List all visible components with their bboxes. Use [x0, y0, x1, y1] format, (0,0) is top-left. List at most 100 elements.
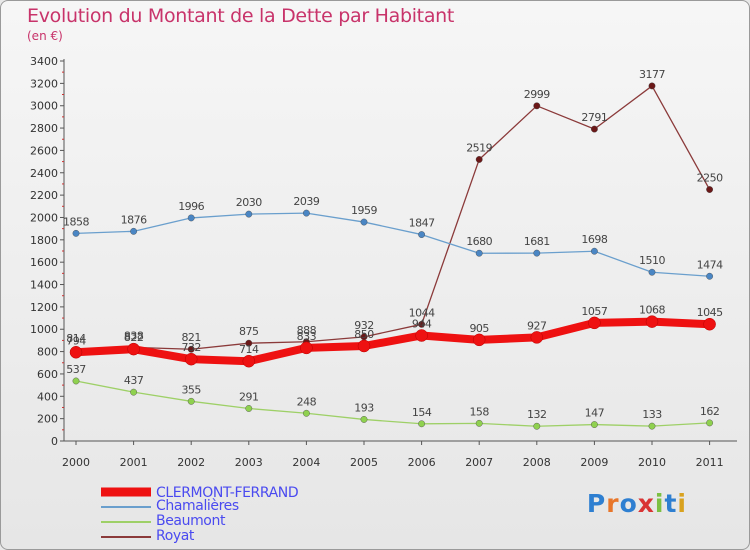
data-label: 537 — [66, 363, 86, 376]
data-point — [360, 416, 368, 423]
data-point — [533, 249, 541, 257]
data-label: 905 — [469, 322, 489, 335]
y-tick-label: 3000 — [30, 100, 58, 113]
data-label: 3177 — [639, 68, 665, 81]
data-point — [187, 397, 195, 405]
data-label: 875 — [239, 325, 259, 338]
logo-letter: o — [619, 489, 638, 518]
data-point — [72, 377, 80, 385]
data-label: 1847 — [409, 217, 435, 230]
data-point — [245, 405, 253, 412]
data-point — [703, 317, 716, 331]
logo-letter: P — [586, 489, 607, 518]
data-label: 133 — [642, 408, 662, 421]
legend-item: Royat — [101, 528, 401, 544]
data-label: 850 — [354, 328, 374, 341]
data-point — [706, 186, 713, 193]
data-label: 355 — [181, 383, 201, 396]
x-tick-label: 2000 — [62, 456, 90, 469]
x-tick-label: 2001 — [120, 456, 148, 469]
proxiti-logo: Proxiti — [587, 489, 687, 518]
x-tick-label: 2010 — [638, 456, 666, 469]
y-tick-label: 3400 — [30, 55, 58, 68]
legend-item: CLERMONT-FERRAND — [101, 484, 401, 501]
data-point — [415, 329, 428, 342]
data-point — [357, 339, 371, 353]
data-label: 838 — [124, 329, 144, 342]
data-point — [184, 352, 198, 366]
data-label: 822 — [124, 331, 144, 344]
data-label: 248 — [297, 395, 317, 408]
data-point — [187, 345, 195, 353]
y-tick-label: 2800 — [30, 122, 58, 135]
x-tick-label: 2004 — [292, 456, 320, 469]
data-point — [533, 102, 541, 110]
logo-letter: i — [677, 489, 687, 518]
x-tick-label: 2002 — [177, 456, 205, 469]
data-label: 158 — [469, 405, 489, 418]
data-label: 1876 — [121, 213, 147, 226]
y-tick-label: 2600 — [30, 144, 58, 157]
legend-label: Beaumont — [156, 513, 226, 529]
data-label: 821 — [181, 331, 201, 344]
y-tick-label: 1000 — [30, 323, 58, 336]
data-point — [187, 214, 195, 222]
data-label: 1959 — [351, 204, 377, 217]
series-line — [72, 317, 714, 366]
chart-legend: CLERMONT-FERRAND Chamalières Beaumont Royat — [101, 484, 401, 544]
data-point — [648, 422, 656, 430]
data-label: 1474 — [697, 258, 723, 271]
legend-label: Royat — [156, 528, 195, 544]
data-point — [648, 82, 656, 90]
data-point — [245, 339, 253, 347]
data-point — [127, 342, 140, 356]
legend-swatch — [101, 520, 151, 523]
data-point — [591, 421, 598, 428]
data-label: 1045 — [697, 306, 723, 319]
logo-letter: x — [637, 489, 655, 518]
data-point — [418, 420, 425, 428]
x-tick-label: 2009 — [580, 456, 608, 469]
data-point — [130, 227, 138, 235]
series-line — [75, 212, 711, 277]
data-point — [530, 331, 544, 344]
y-tick-label: 1600 — [30, 256, 58, 269]
legend-item: Chamalières — [101, 498, 401, 514]
data-point — [645, 315, 659, 328]
y-tick-label: 2000 — [30, 211, 58, 224]
x-tick-label: 2011 — [696, 456, 724, 469]
data-label: 944 — [412, 317, 432, 330]
data-label: 932 — [354, 319, 374, 332]
data-label: 1996 — [178, 200, 204, 213]
data-point — [533, 422, 541, 430]
data-label: 1681 — [524, 235, 550, 248]
data-point — [72, 229, 80, 237]
data-label: 1057 — [581, 305, 607, 318]
data-point — [591, 125, 598, 133]
data-label: 2250 — [697, 172, 723, 185]
logo-letter: t — [664, 489, 678, 518]
data-point — [706, 272, 713, 280]
data-point — [475, 249, 483, 257]
logo-letter: i — [654, 489, 665, 518]
y-tick-label: 200 — [37, 413, 58, 426]
data-label: 714 — [239, 343, 259, 356]
data-label: 2039 — [293, 195, 319, 208]
data-point — [130, 388, 138, 396]
data-label: 1680 — [466, 235, 492, 248]
legend-swatch — [101, 505, 151, 508]
data-point — [418, 231, 425, 238]
y-tick-label: 800 — [37, 346, 58, 359]
data-point — [648, 268, 656, 276]
y-tick-label: 2400 — [30, 167, 58, 180]
x-tick-label: 2003 — [235, 456, 263, 469]
data-label: 2999 — [524, 88, 550, 101]
x-tick-label: 2007 — [465, 456, 493, 469]
data-label: 732 — [181, 341, 201, 354]
y-tick-label: 0 — [51, 435, 58, 448]
data-point — [242, 354, 256, 368]
data-point — [475, 419, 483, 427]
data-label: 291 — [239, 390, 259, 403]
